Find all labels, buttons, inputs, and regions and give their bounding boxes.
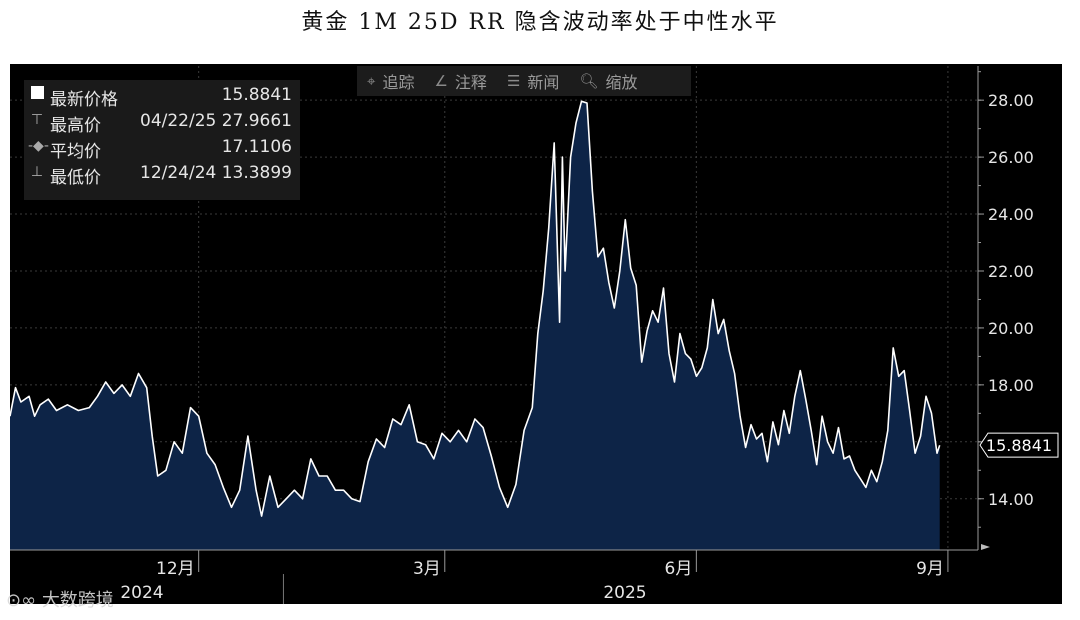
y-tick-label: 20.00 bbox=[988, 319, 1034, 338]
legend-date-high: 04/22/25 bbox=[140, 111, 217, 131]
watermark-text: 大数跨境 bbox=[41, 590, 114, 611]
series-line[interactable] bbox=[9, 100, 941, 517]
legend-label-avg: 平均价 bbox=[50, 142, 101, 162]
legend-row-avg[interactable]: -◆- 平均价 17.1106 bbox=[24, 136, 300, 162]
legend-date-low: 12/24/24 bbox=[140, 163, 217, 183]
toolbar-track-label: 追踪 bbox=[382, 73, 415, 92]
series-area-fill bbox=[10, 101, 940, 551]
toolbar-zoom-button[interactable]: 🔍︎ 缩放 bbox=[569, 69, 647, 93]
toolbar-news-button[interactable]: ☰ 新闻 bbox=[497, 69, 569, 93]
toolbar-track-button[interactable]: ⌖ 追踪 bbox=[357, 69, 424, 93]
news-icon: ☰ bbox=[506, 72, 521, 90]
last-value-tag[interactable] bbox=[979, 432, 1059, 458]
x-tick-label: 12月 bbox=[156, 559, 195, 579]
legend-row-low[interactable]: ⊥ 最低价 12/24/24 13.3899 bbox=[24, 162, 300, 188]
x-tick-label: 9月 bbox=[916, 559, 944, 579]
y-axis-arrow bbox=[981, 544, 990, 550]
y-tick-label: 28.00 bbox=[988, 91, 1034, 110]
watermark: ⊙∞ 大数跨境 bbox=[6, 590, 114, 611]
legend-label-last: 最新价格 bbox=[50, 90, 118, 110]
year-label-2025: 2025 bbox=[603, 583, 646, 603]
y-tick-label: 18.00 bbox=[988, 376, 1034, 395]
legend-value-high: 27.9661 bbox=[221, 111, 292, 131]
chart-toolbar: ⌖ 追踪 ∠ 注释 ☰ 新闻 🔍︎ 缩放 bbox=[357, 66, 691, 96]
x-tick-label: 3月 bbox=[413, 559, 441, 579]
legend-label-low: 最低价 bbox=[50, 168, 101, 188]
toolbar-zoom-label: 缩放 bbox=[605, 73, 638, 92]
toolbar-annotate-button[interactable]: ∠ 注释 bbox=[424, 69, 496, 93]
annotate-icon: ∠ bbox=[434, 72, 448, 90]
last-price-icon bbox=[28, 86, 46, 103]
zoom-icon: 🔍︎ bbox=[579, 72, 599, 90]
legend-row-high[interactable]: ⊤ 最高价 04/22/25 27.9661 bbox=[24, 110, 300, 136]
last-value-tag-label: 15.8841 bbox=[986, 436, 1052, 455]
legend-label-high: 最高价 bbox=[50, 116, 101, 136]
chart-legend: 最新价格 15.8841 ⊤ 最高价 04/22/25 27.9661 -◆- … bbox=[24, 80, 300, 200]
y-tick-label: 26.00 bbox=[988, 148, 1034, 167]
legend-value-low: 13.3899 bbox=[221, 163, 292, 183]
year-label-2024: 2024 bbox=[120, 583, 163, 603]
y-tick-label: 24.00 bbox=[988, 205, 1034, 224]
high-marker-icon: ⊤ bbox=[30, 112, 44, 128]
toolbar-annotate-label: 注释 bbox=[454, 73, 487, 92]
track-icon: ⌖ bbox=[367, 72, 376, 90]
legend-value-avg: 17.1106 bbox=[221, 137, 292, 157]
average-marker-icon: -◆- bbox=[28, 138, 49, 154]
page-title: 黄金 1M 25D RR 隐含波动率处于中性水平 bbox=[301, 10, 779, 35]
x-tick-label: 6月 bbox=[665, 559, 693, 579]
y-tick-label: 22.00 bbox=[988, 262, 1034, 281]
toolbar-news-label: 新闻 bbox=[527, 73, 560, 92]
legend-row-last[interactable]: 最新价格 15.8841 bbox=[24, 84, 300, 110]
legend-value-last: 15.8841 bbox=[221, 85, 292, 105]
low-marker-icon: ⊥ bbox=[30, 164, 44, 180]
y-tick-label: 14.00 bbox=[988, 490, 1034, 509]
